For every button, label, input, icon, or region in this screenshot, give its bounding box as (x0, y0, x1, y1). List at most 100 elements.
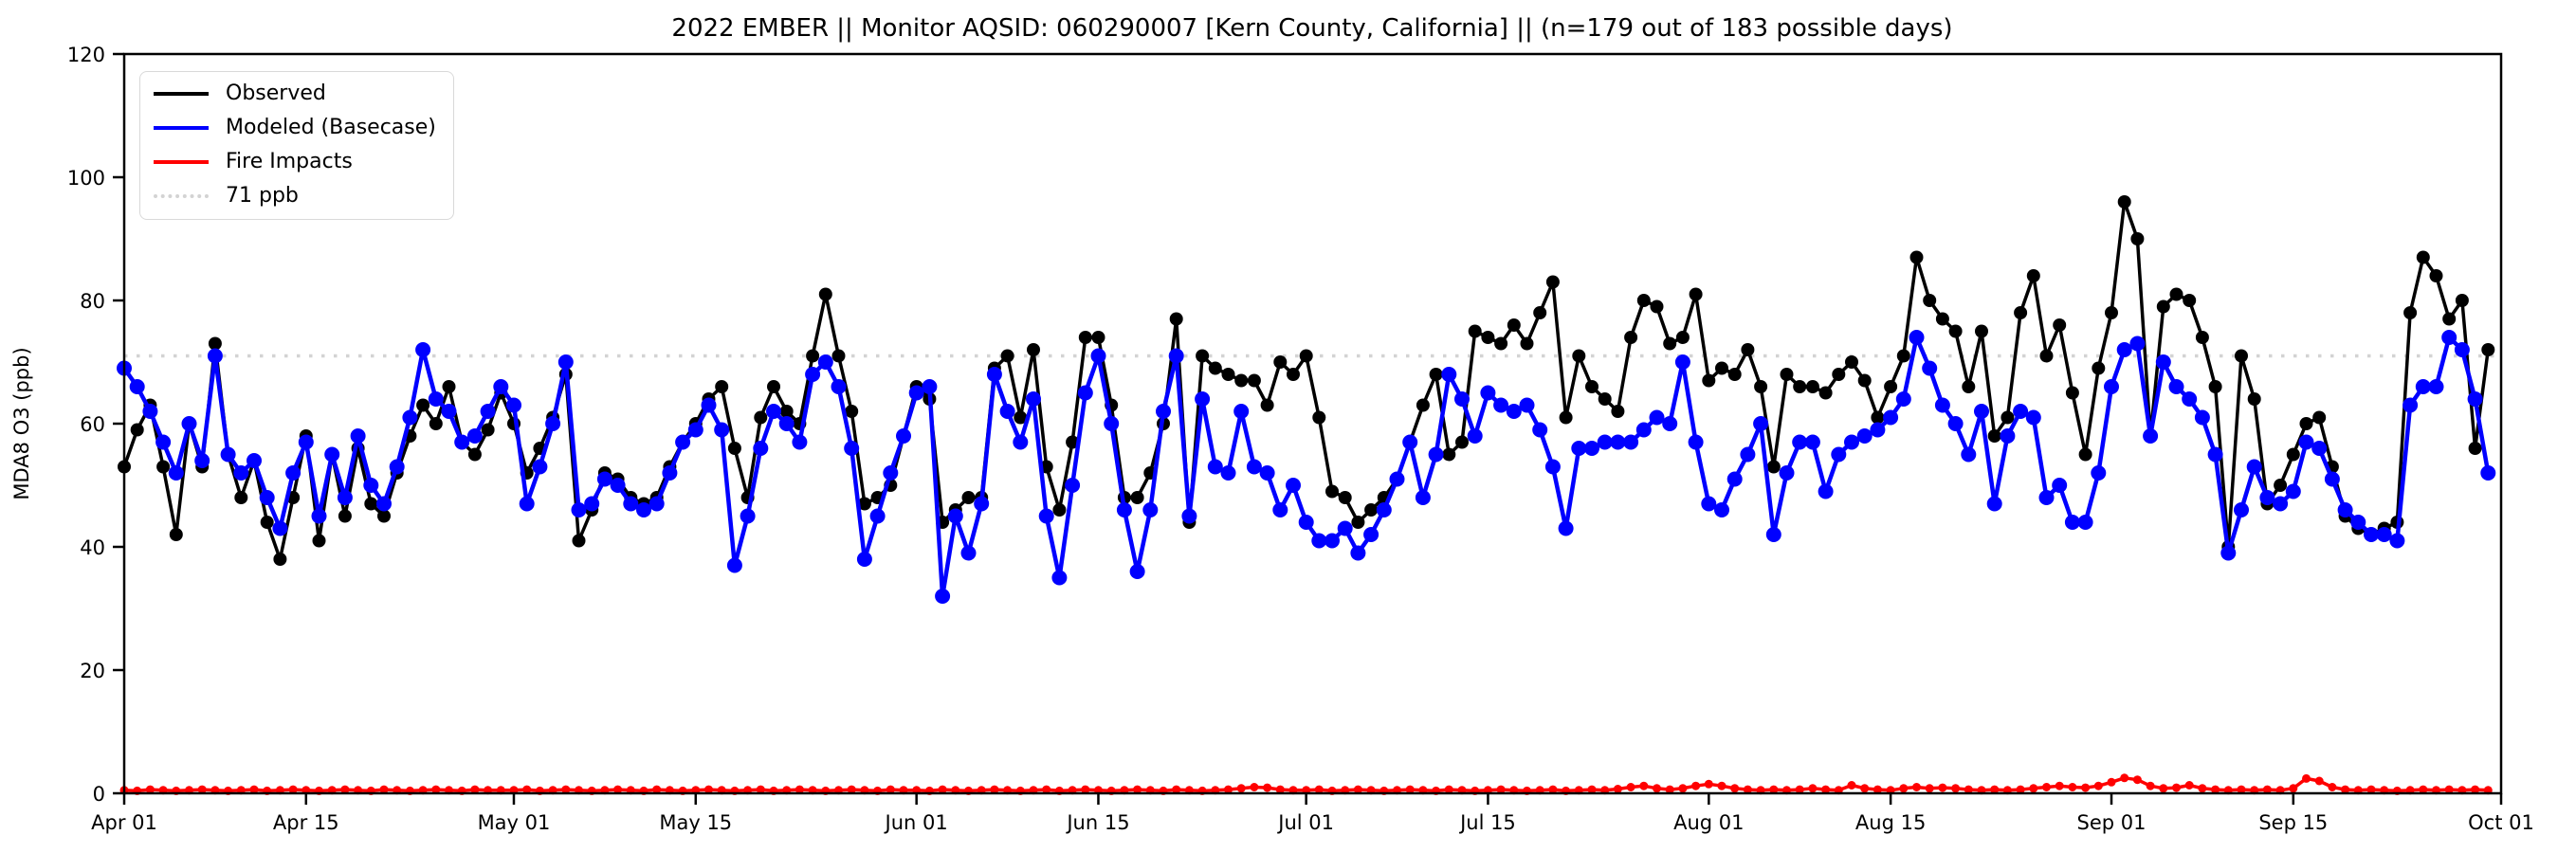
data-point (1142, 502, 1159, 517)
data-point (1353, 785, 1362, 794)
data-point (1091, 331, 1105, 344)
data-point (260, 516, 274, 529)
data-point (1935, 312, 1949, 326)
data-point (701, 397, 717, 413)
data-point (883, 465, 899, 481)
data-point (259, 490, 275, 505)
data-point (1678, 784, 1688, 793)
data-point (2029, 784, 2038, 793)
data-point (1754, 380, 1768, 393)
data-point (272, 520, 288, 536)
data-point (1338, 491, 1352, 504)
data-point (2105, 306, 2118, 319)
data-point (1104, 416, 1120, 431)
data-point (470, 785, 480, 794)
data-point (522, 785, 532, 794)
data-point (2366, 785, 2376, 794)
data-point (844, 441, 860, 456)
legend-label: Fire Impacts (226, 150, 353, 173)
data-point (1246, 459, 1262, 475)
data-point (2169, 287, 2183, 301)
data-point (1884, 380, 1898, 393)
data-point (1726, 471, 1743, 487)
data-point (1727, 368, 1742, 381)
data-point (999, 404, 1015, 419)
data-point (2259, 490, 2275, 505)
data-point (1922, 360, 1938, 376)
data-point (169, 528, 183, 541)
data-point (1938, 783, 1947, 792)
data-point (1168, 348, 1184, 364)
data-point (831, 379, 847, 394)
data-point (908, 385, 924, 401)
data-point (1350, 545, 1366, 561)
data-point (1081, 785, 1090, 794)
data-point (1663, 336, 1677, 351)
data-point (779, 405, 794, 418)
data-point (610, 478, 626, 493)
data-point (377, 509, 391, 523)
data-point (129, 379, 145, 394)
data-point (130, 423, 144, 437)
data-point (2302, 773, 2311, 783)
data-point (1272, 502, 1288, 517)
data-point (1519, 397, 1535, 413)
data-point (2081, 783, 2091, 792)
data-point (1444, 785, 1453, 794)
data-point (1808, 784, 1818, 793)
data-point (1250, 783, 1259, 791)
data-point (1653, 784, 1661, 793)
data-point (1857, 373, 1872, 388)
data-point (856, 552, 872, 567)
data-point (1130, 491, 1144, 504)
data-point (1299, 349, 1313, 363)
data-point (337, 490, 353, 505)
data-point (2274, 479, 2288, 492)
data-point (1481, 331, 1495, 344)
data-point (1951, 784, 1961, 793)
data-point (1415, 490, 1431, 505)
modeled-line-swatch (154, 125, 209, 130)
data-point (756, 785, 765, 794)
data-point (1090, 348, 1106, 364)
data-point (652, 785, 662, 794)
data-point (2220, 545, 2237, 561)
data-point (2273, 496, 2289, 512)
data-point (2441, 330, 2457, 345)
data-point (1558, 520, 1574, 536)
data-point (1172, 785, 1181, 794)
data-point (1233, 404, 1250, 419)
data-point (1169, 312, 1183, 326)
data-point (1821, 785, 1831, 794)
data-point (1649, 409, 1665, 426)
data-point (545, 416, 561, 431)
data-point (2211, 785, 2220, 794)
data-point (1636, 294, 1651, 307)
data-point (1042, 785, 1051, 794)
data-point (2237, 785, 2246, 794)
data-point (938, 785, 947, 794)
data-point (1156, 404, 1171, 419)
data-point (1611, 405, 1625, 418)
data-point (2038, 490, 2055, 505)
data-point (1133, 785, 1142, 794)
data-point (1909, 250, 1924, 264)
data-point (156, 460, 171, 474)
data-point (442, 380, 456, 393)
data-point (886, 785, 895, 794)
x-tick-label: Sep 15 (2258, 811, 2328, 834)
data-point (2285, 483, 2301, 499)
data-point (2042, 783, 2051, 791)
data-point (1051, 570, 1068, 586)
data-point (1405, 785, 1415, 794)
data-point (1298, 515, 1314, 530)
data-point (402, 409, 418, 426)
data-point (2235, 349, 2248, 363)
data-point (1533, 306, 1547, 319)
data-point (1389, 471, 1405, 487)
data-point (441, 404, 457, 419)
data-point (1986, 496, 2002, 512)
data-point (1287, 368, 1300, 381)
data-point (338, 509, 352, 523)
data-point (2091, 465, 2107, 481)
